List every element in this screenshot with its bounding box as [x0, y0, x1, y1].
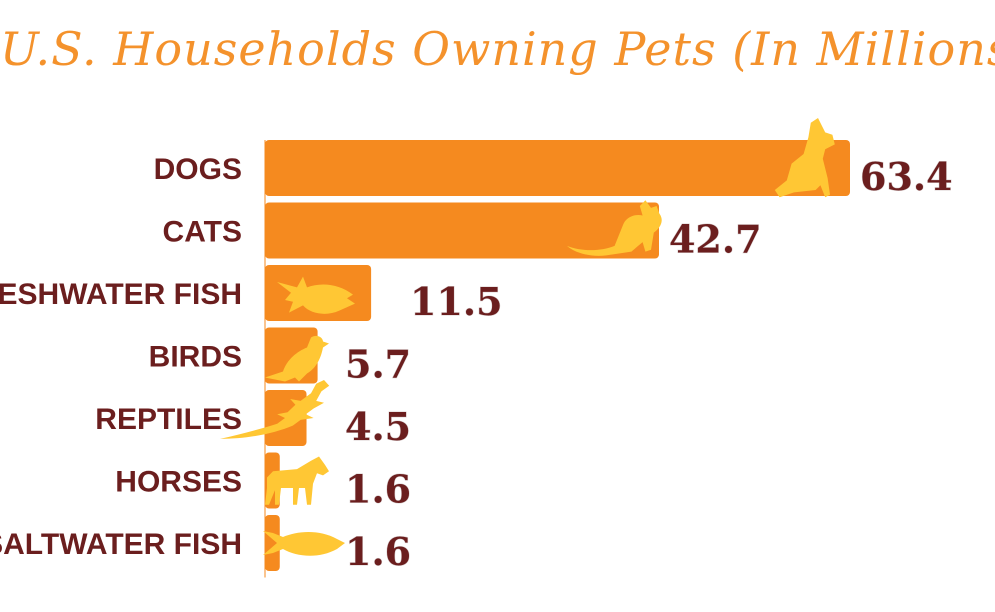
- bar-cats: [265, 202, 659, 259]
- value-label-dogs: 63.4: [860, 154, 953, 199]
- value-label-birds: 5.7: [345, 342, 411, 387]
- value-label-reptiles: 4.5: [345, 404, 411, 449]
- chart-title: U.S. Households Owning Pets (In Millions…: [0, 22, 995, 76]
- bar-dogs: [265, 140, 850, 196]
- horse-icon: [265, 456, 329, 505]
- icons-group: [220, 118, 835, 556]
- value-label-saltwater-fish: 1.6: [345, 529, 411, 574]
- category-label-reptiles: REPTILES: [95, 403, 242, 436]
- lizard-icon: [220, 380, 330, 439]
- category-label-horses: HORSES: [115, 466, 242, 499]
- category-label-freshwater-fish: FRESHWATER FISH: [0, 278, 242, 311]
- category-label-cats: CATS: [163, 216, 242, 249]
- saltwater-fish-icon: [263, 531, 345, 556]
- bar-saltwater-fish: [265, 515, 280, 571]
- value-label-freshwater-fish: 11.5: [410, 279, 503, 324]
- value-label-horses: 1.6: [345, 467, 411, 512]
- value-label-cats: 42.7: [669, 217, 762, 262]
- bird-icon: [265, 335, 329, 382]
- cat-icon: [566, 200, 662, 256]
- category-label-saltwater-fish: SALTWATER FISH: [0, 528, 242, 561]
- category-label-dogs: DOGS: [154, 153, 242, 186]
- category-label-birds: BIRDS: [149, 341, 242, 374]
- value-labels: 63.4 42.7 11.5 5.7 4.5 1.6 1.6: [345, 154, 954, 575]
- category-labels: DOGS CATS FRESHWATER FISH BIRDS REPTILES HORS…: [0, 153, 242, 561]
- dog-icon: [774, 118, 835, 198]
- freshwater-fish-icon: [277, 276, 355, 314]
